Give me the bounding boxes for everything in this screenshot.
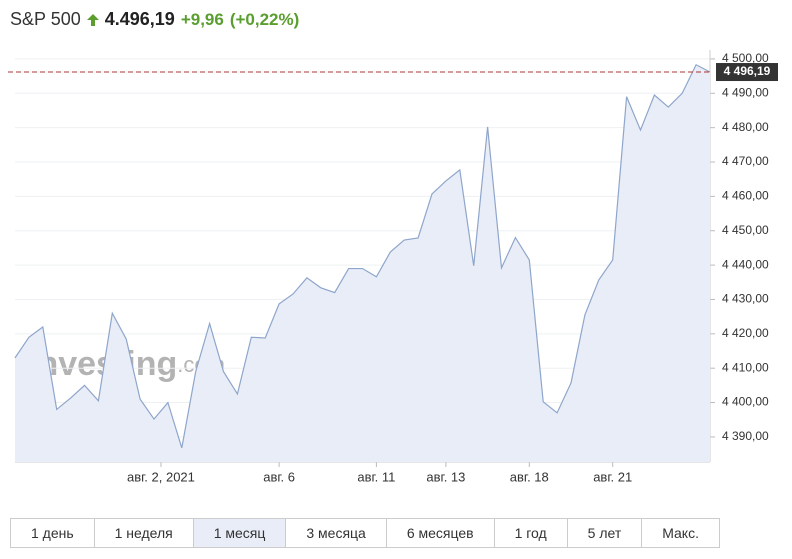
range-button[interactable]: 1 день <box>11 519 95 547</box>
y-tick-label: 4 420,00 <box>722 326 769 340</box>
area <box>15 64 710 463</box>
x-tick-label: авг. 18 <box>510 469 549 484</box>
current-label: 4 496,19 <box>724 64 771 78</box>
y-tick-label: 4 410,00 <box>722 360 769 374</box>
range-button[interactable]: Макс. <box>662 525 699 541</box>
x-tick-label: авг. 6 <box>263 469 295 484</box>
range-button[interactable]: 1 неделя <box>95 519 194 547</box>
y-tick-label: 4 400,00 <box>722 395 769 409</box>
y-tick-label: 4 430,00 <box>722 292 769 306</box>
y-tick-label: 4 490,00 <box>722 85 769 99</box>
chart: Investing.com 4 390,004 400,004 410,004 … <box>8 50 778 484</box>
change: +9,96 <box>180 9 224 29</box>
name: S&P 500 <box>10 9 81 29</box>
range-button[interactable]: 5 лет <box>568 519 643 547</box>
y-tick-label: 4 460,00 <box>722 189 769 203</box>
x-tick-label: авг. 21 <box>593 469 632 484</box>
y-tick-label: 4 450,00 <box>722 223 769 237</box>
range-buttons: 1 день 1 неделя 1 месяц 3 месяца 6 месяцев 1 … <box>10 518 720 548</box>
x-tick-label: авг. 11 <box>357 469 395 484</box>
change-pct: (+0,22%) <box>229 9 300 29</box>
y-tick-label: 4 500,00 <box>722 51 769 65</box>
range-button[interactable]: 6 месяцев <box>387 519 495 547</box>
range-button[interactable]: 3 месяца <box>286 519 387 547</box>
y-tick-label: 4 390,00 <box>722 429 769 443</box>
current-badge <box>716 63 778 82</box>
header: S&P 500 4.496,19 +9,96 (+0,22%) <box>10 9 299 30</box>
up-arrow <box>86 13 99 26</box>
line <box>14 63 711 449</box>
range-button[interactable]: 1 год <box>495 519 568 547</box>
x-tick-label: авг. 2, 2021 <box>127 469 195 484</box>
y-tick-label: 4 440,00 <box>722 257 769 271</box>
range-button[interactable]: 1 месяц <box>193 519 287 547</box>
x-tick-label: авг. 13 <box>426 469 465 484</box>
price: 4.496,19 <box>104 9 175 29</box>
y-tick-label: 4 470,00 <box>722 154 769 168</box>
y-tick-label: 4 480,00 <box>722 120 769 134</box>
